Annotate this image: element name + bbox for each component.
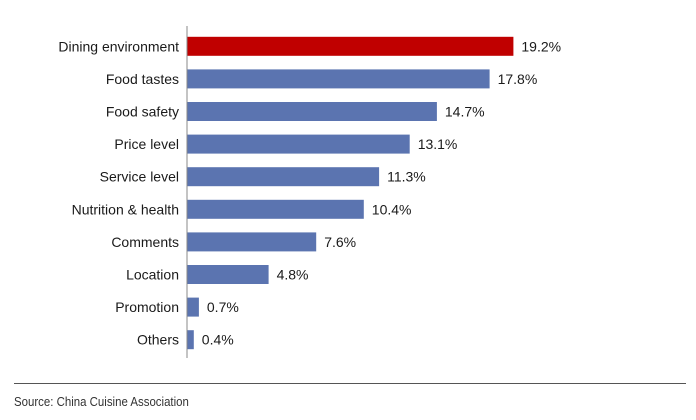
category-label: Others [137,332,179,348]
category-label: Nutrition & health [72,201,179,217]
source-note: Source: China Cuisine Association [14,394,189,409]
bar-comments [187,232,317,252]
bars-group [187,36,514,350]
bar-food-safety [187,102,437,121]
category-labels: Dining environment Food tastes Food safety… [58,38,179,347]
value-label: 14.7% [445,104,485,120]
category-label: Location [126,267,179,283]
value-label: 7.6% [324,234,356,250]
bar-location [187,265,269,284]
bar-promotion [187,297,199,317]
category-label: Dining environment [58,38,179,54]
bar-service-level [187,167,380,187]
bar-chart: Dining environment Food tastes Food safety… [58,26,561,358]
category-label: Price level [114,136,179,152]
category-label: Service level [100,169,179,185]
bar-food-tastes [187,69,490,89]
value-label: 19.2% [521,38,561,54]
value-label: 11.3% [387,169,426,185]
footer-divider [14,383,686,384]
bar-dining-environment [187,36,514,56]
category-label: Comments [111,234,179,250]
value-label: 0.4% [202,332,234,348]
category-label: Promotion [115,299,179,315]
bar-price-level [187,134,410,154]
value-label: 17.8% [498,71,538,87]
category-label: Food safety [106,104,179,120]
category-label: Food tastes [106,71,179,87]
value-labels: 19.2% 17.8% 14.7% 13.1% 11.3% 10.4% 7.6% 4.8% 0.… [202,38,561,347]
value-label: 13.1% [418,136,458,152]
bar-others [187,330,194,350]
value-label: 0.7% [207,299,239,315]
value-label: 10.4% [372,201,412,217]
bar-nutrition-health [187,199,364,219]
value-label: 4.8% [277,267,309,283]
